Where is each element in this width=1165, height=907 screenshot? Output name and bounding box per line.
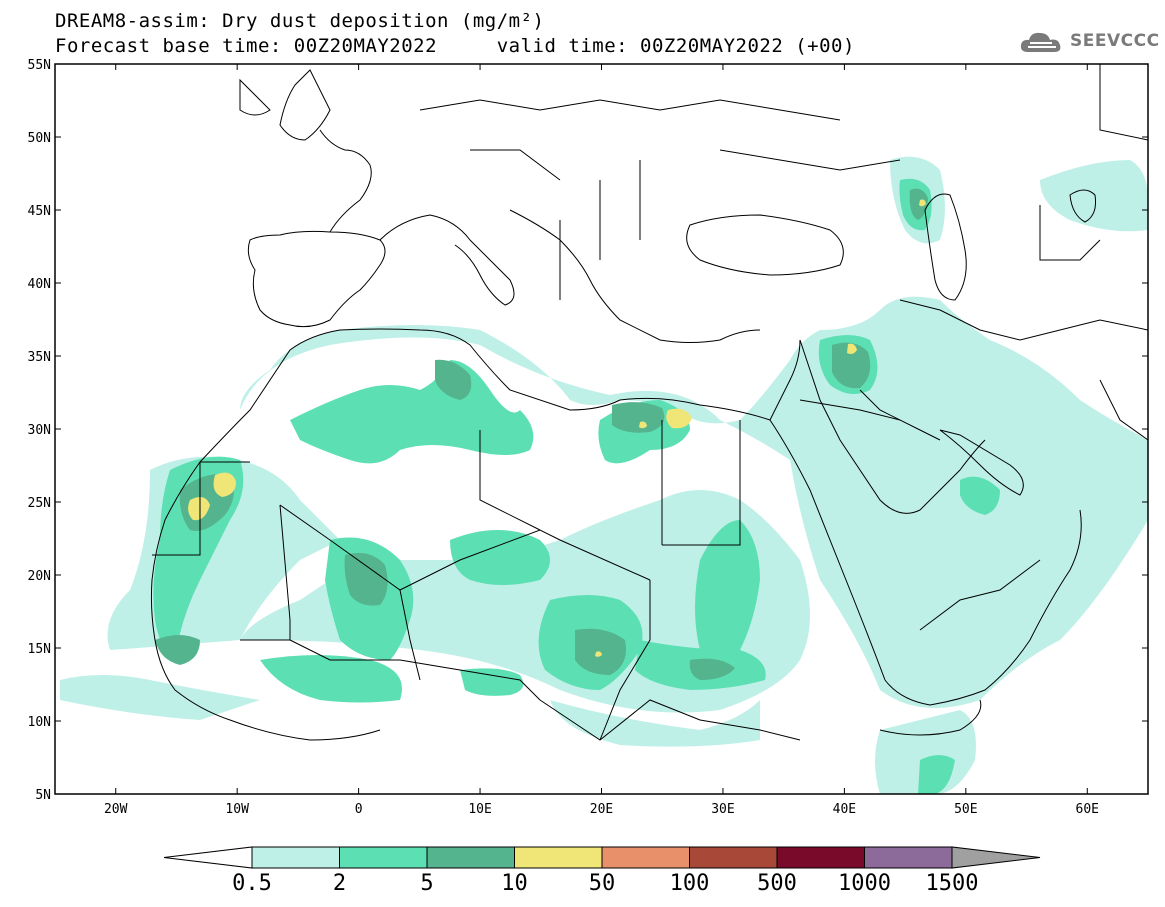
lat-tick-label: 30N: [28, 423, 51, 438]
logo-text: SEEVCCC: [1070, 31, 1160, 51]
latitude-axis: 55N 50N 45N 40N 35N 30N 25N 20N 15N 10N 5N: [28, 58, 1148, 803]
lat-tick-label: 25N: [28, 496, 51, 511]
colorbar-labels: 0.5 2 5 10 50 100 500 1000 1500: [232, 871, 978, 896]
lon-tick-label: 60E: [1076, 802, 1099, 817]
lon-tick-label: 10E: [468, 802, 491, 817]
lon-tick-label: 20W: [104, 802, 128, 817]
colorbar-label: 1000: [838, 871, 891, 896]
colorbar-over-triangle: [951, 846, 1041, 869]
lon-tick-label: 50E: [954, 802, 977, 817]
colorbar-label: 5: [420, 871, 433, 896]
colorbar-label: 100: [670, 871, 710, 896]
colorbar-bin: [776, 846, 865, 869]
colorbar-bin: [514, 846, 603, 869]
lat-tick-label: 15N: [28, 642, 51, 657]
lat-tick-label: 40N: [28, 277, 51, 292]
seevccc-logo: SEEVCCC: [1018, 28, 1160, 56]
colorbar-bin: [864, 846, 953, 869]
deposition-contours: [60, 156, 1148, 794]
lon-tick-label: 30E: [711, 802, 734, 817]
colorbar: [163, 846, 1041, 869]
lon-tick-label: 10W: [225, 802, 249, 817]
lon-tick-label: 0: [355, 802, 363, 817]
coastlines-and-borders: [150, 64, 1148, 741]
colorbar-bin: [251, 846, 340, 869]
colorbar-bin: [426, 846, 515, 869]
lat-tick-label: 45N: [28, 204, 51, 219]
contour-level-10: [188, 199, 926, 657]
colorbar-bin: [339, 846, 428, 869]
lat-tick-label: 5N: [35, 788, 51, 803]
map-title: DREAM8-assim: Dry dust deposition (mg/m²…: [55, 10, 545, 32]
colorbar-label: 1500: [926, 871, 979, 896]
cloud-icon: [1020, 32, 1061, 52]
colorbar-label: 50: [589, 871, 616, 896]
lat-tick-label: 35N: [28, 350, 51, 365]
colorbar-label: 0.5: [232, 871, 272, 896]
lat-tick-label: 50N: [28, 131, 51, 146]
colorbar-label: 2: [333, 871, 346, 896]
lat-tick-label: 10N: [28, 715, 51, 730]
colorbar-bin: [601, 846, 690, 869]
lon-tick-label: 20E: [590, 802, 613, 817]
colorbar-label: 10: [501, 871, 528, 896]
forecast-time-subtitle: Forecast base time: 00Z20MAY2022 valid t…: [55, 35, 855, 57]
longitude-axis: 20W 10W 0 10E 20E 30E 40E 50E 60E: [104, 64, 1099, 817]
colorbar-label: 500: [757, 871, 797, 896]
colorbar-under-triangle: [163, 846, 253, 869]
colorbar-bin: [689, 846, 778, 869]
lat-tick-label: 55N: [28, 58, 51, 73]
lat-tick-label: 20N: [28, 569, 51, 584]
lon-tick-label: 40E: [833, 802, 856, 817]
